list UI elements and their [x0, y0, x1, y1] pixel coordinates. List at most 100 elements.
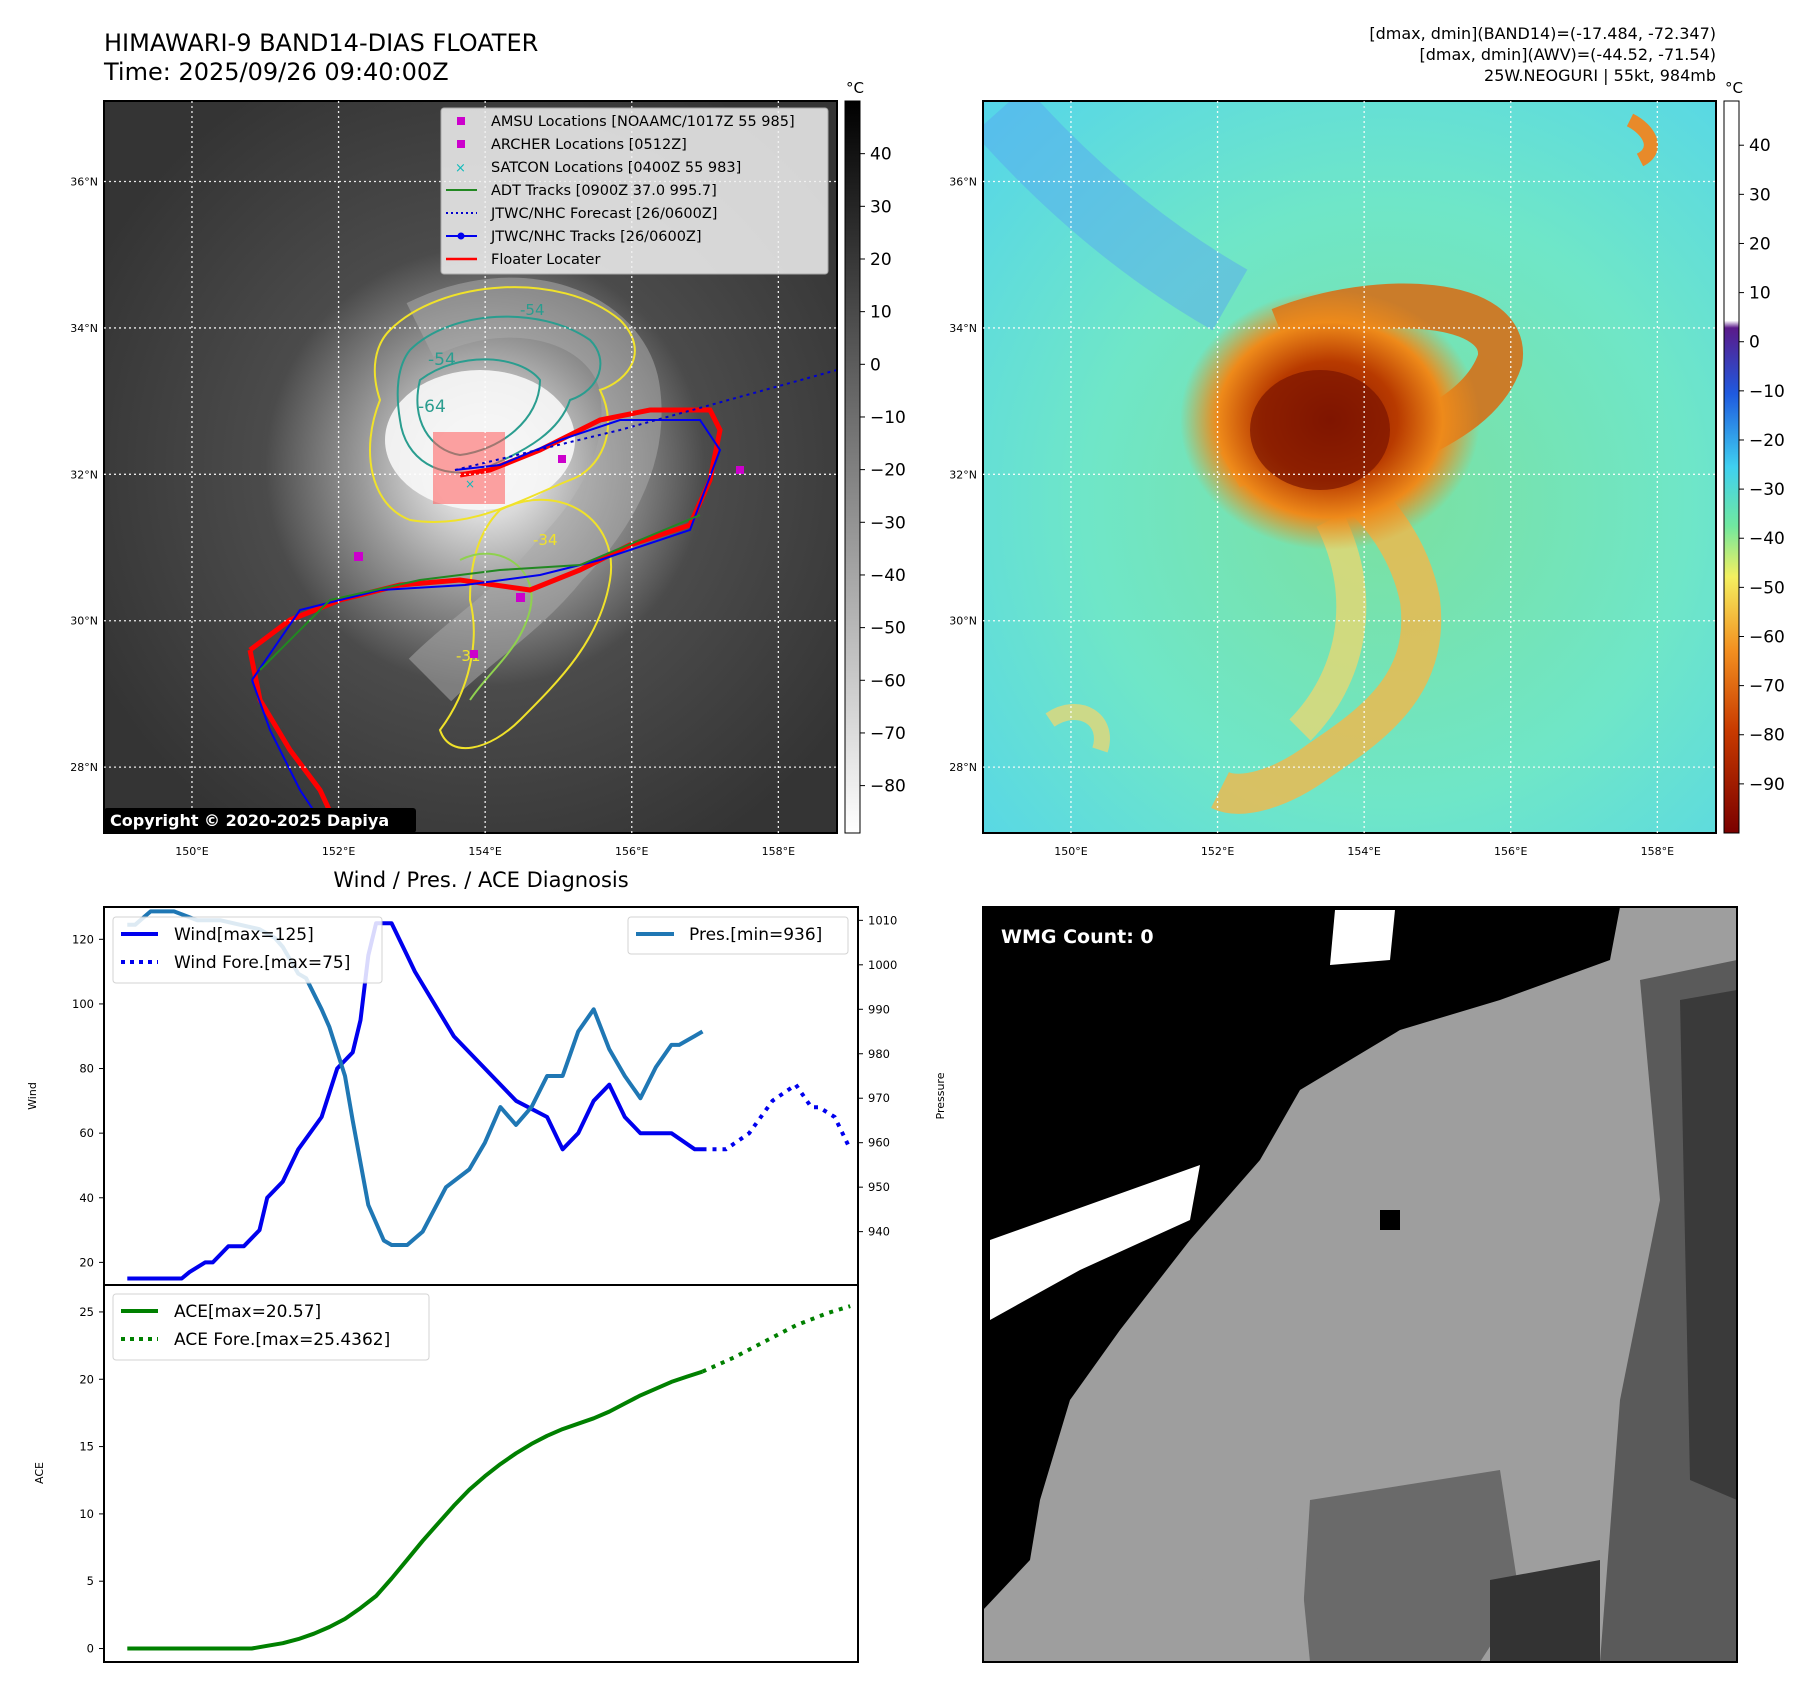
wmg-badge [993, 920, 1171, 952]
band14-colorbar-tick-label: −30 [870, 513, 906, 533]
map2-lon-label: 152°E [1201, 845, 1234, 858]
figure-title: HIMAWARI-9 BAND14-DIAS FLOATER [104, 29, 538, 57]
archer-marker [736, 466, 744, 474]
legend-box [440, 107, 829, 275]
wmg-white-region [990, 1165, 1200, 1320]
wmg-dark-patch [1490, 1560, 1600, 1662]
map1-lat-label: 36°N [70, 176, 98, 189]
wind-chart-ytick-right-label: 960 [868, 1136, 890, 1150]
wmg-panel: WMG Count: 0 [982, 906, 1738, 1663]
wind-chart-ytick-right-label: 1000 [868, 958, 897, 972]
ace-series [127, 1304, 851, 1651]
ace-legend: ACE[max=20.57] ACE Fore.[max=25.4362] [112, 1293, 430, 1361]
wind-fore-legend-label: Wind Fore.[max=75] [174, 953, 350, 973]
pressure-legend-box [627, 916, 849, 955]
contour-label-2: -64 [418, 397, 446, 417]
wmg-white-region-2 [1330, 910, 1395, 965]
awv-colorbar-tick-label: 40 [1749, 136, 1771, 156]
legend-satcon-label: SATCON Locations [0400Z 55 983] [491, 160, 741, 176]
awv-colorbar-tick-label: −30 [1749, 480, 1785, 500]
wind-chart-ytick-right-label: 940 [868, 1225, 890, 1239]
map1-lon-label: 152°E [322, 845, 355, 858]
jtwc-forecast-track [454, 369, 837, 471]
wind-legend: Wind[max=125] Wind Fore.[max=75] [112, 916, 383, 984]
map1-lat-label: 34°N [70, 322, 98, 335]
small-cell [1626, 113, 1658, 167]
band14-map: -54 -64 -54 -34 -31 × 36°N34°N32°N30°N28… [70, 79, 906, 858]
ace-ylabel: ACE [33, 1462, 46, 1484]
amsu-marker-2 [516, 593, 525, 602]
wind-chart-ytick-label: 80 [79, 1062, 94, 1076]
awv-colorbar-tick-label: −10 [1749, 382, 1785, 402]
ace-chart-ytick-label: 0 [87, 1642, 94, 1656]
legend-amsu-icon [457, 117, 465, 125]
map2-lat-label: 34°N [949, 322, 977, 335]
figure-time: Time: 2025/09/26 09:40:00Z [103, 58, 449, 86]
awv-map: 36°N 34°N 32°N 30°N 28°N 150°E 152°E 154°E 156°E… [949, 79, 1785, 858]
archer-marker-2 [470, 650, 478, 658]
map2-lat-label: 30°N [949, 615, 977, 628]
awv-colorbar-tick-label: 0 [1749, 333, 1760, 353]
info-line-3: 25W.NEOGURI | 55kt, 984mb [1484, 66, 1716, 85]
band14-colorbar-tick-label: −70 [870, 724, 906, 744]
map2-lon-label: 158°E [1641, 845, 1674, 858]
contour-label-3: -54 [520, 301, 545, 319]
awv-core-inner [1250, 370, 1390, 490]
map1-lat-label: 28°N [70, 761, 98, 774]
contour-label-4: -34 [533, 531, 558, 549]
wmg-mid-region [1300, 1470, 1520, 1662]
wind-chart-ytick-label: 40 [79, 1191, 94, 1205]
band14-colorbar-ticks: 40 30 20 10 0 −10 −20 −30 −40 −50 −60 −70 −80 [860, 145, 906, 797]
small-cell-2 [1045, 703, 1110, 753]
wind-chart-ytick-right-label: 950 [868, 1180, 890, 1194]
ace-chart-ytick-label: 10 [79, 1507, 94, 1521]
awv-colorbar-unit: °C [1725, 79, 1743, 97]
band14-colorbar-tick-label: −10 [870, 408, 906, 428]
ace-chart-series-1-line [701, 1304, 851, 1374]
band14-colorbar-tick-label: 30 [870, 197, 892, 217]
map2-tick-labels: 36°N 34°N 32°N 30°N 28°N 150°E 152°E 154°E 156°E… [949, 176, 1674, 858]
ace-chart-ytick-label: 20 [79, 1372, 94, 1386]
ace-chart-ytick-label: 25 [79, 1305, 94, 1319]
ace-legend-label: ACE[max=20.57] [174, 1302, 321, 1322]
band14-colorbar-tick-label: −40 [870, 566, 906, 586]
band14-colorbar-tick-label: −50 [870, 619, 906, 639]
diagnosis-title: Wind / Pres. / ACE Diagnosis [333, 868, 628, 892]
awv-colorbar-tick-label: −90 [1749, 775, 1785, 795]
floater-locater-track-2 [247, 649, 343, 833]
awv-colorbar-tick-label: −50 [1749, 578, 1785, 598]
wind-ylabel: Wind [26, 1082, 39, 1110]
wind-chart-ytick-label: 100 [72, 997, 94, 1011]
wmg-count-label: WMG Count: 0 [1001, 926, 1154, 948]
wind-chart-ytick-right-label: 980 [868, 1047, 890, 1061]
band14-colorbar-tick-label: −20 [870, 461, 906, 481]
ace-chart: 0 5 10 15 20 25 ACE ACE[max=20.57] ACE Fore.[… [33, 1284, 859, 1663]
awv-colorbar-tick-label: −40 [1749, 529, 1785, 549]
map1-lat-label: 32°N [70, 468, 98, 481]
amsu-marker-1 [354, 552, 363, 561]
wmg-darker-region [1680, 990, 1737, 1500]
awv-colorbar-ticks: 40 30 20 10 0 −10 −20 −30 −40 −50 −60 −70 −80 −90 [1739, 136, 1785, 795]
legend-floater-label: Floater Locater [491, 252, 600, 268]
ace-axes: 0 5 10 15 20 25 [79, 1305, 104, 1656]
contour-yellow-2 [438, 498, 613, 749]
pressure-ylabel: Pressure [934, 1072, 947, 1119]
wind-axes: 20 40 60 80 100 120 940 950 960 970 980 990 1000 1010 [72, 913, 897, 1269]
band14-colorbar-tick-label: 0 [870, 355, 881, 375]
wind-legend-box [112, 916, 383, 984]
band14-colorbar [844, 100, 861, 834]
awv-colorbar-tick-label: −80 [1749, 726, 1785, 746]
map1-lat-label: 30°N [70, 615, 98, 628]
wmg-cold-region [983, 907, 1620, 1610]
band14-colorbar-unit: °C [846, 79, 864, 97]
map2-lon-label: 156°E [1494, 845, 1527, 858]
map1-lon-label: 150°E [175, 845, 208, 858]
info-line-2: [dmax, dmin](AWV)=(-44.52, -71.54) [1419, 45, 1716, 64]
rain-band [406, 277, 662, 702]
ace-chart-ytick-label: 5 [87, 1574, 94, 1588]
wmg-gray-strip [983, 1560, 1310, 1662]
wind-chart-ytick-right-label: 1010 [868, 913, 897, 927]
legend-jtwc-label: JTWC/NHC Tracks [26/0600Z] [490, 229, 702, 245]
awv-colorbar-tick-label: −20 [1749, 431, 1785, 451]
